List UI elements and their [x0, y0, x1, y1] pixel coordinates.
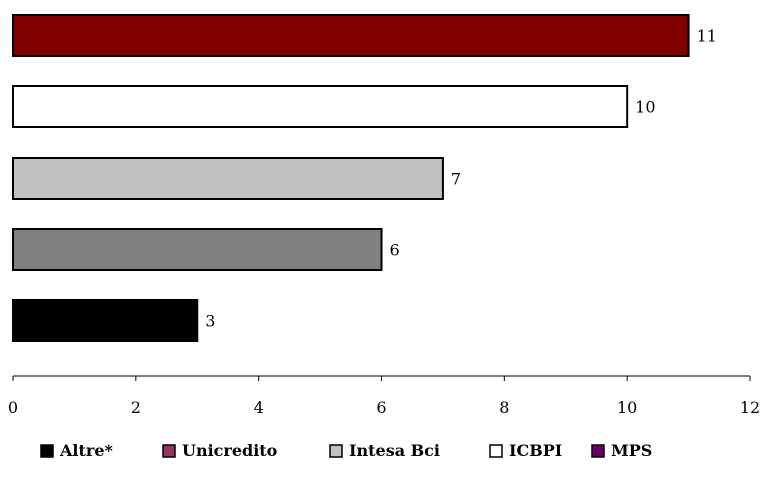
legend-item-altre: Altre*: [40, 441, 113, 460]
bar-intesa-bci: [12, 157, 444, 200]
bar-altre: [12, 299, 199, 342]
x-tick-label: 12: [740, 398, 760, 417]
legend-item-mps: MPS: [591, 441, 652, 460]
x-tick-label: 4: [254, 398, 264, 417]
x-axis: 0 2 4 6 8 10 12: [8, 375, 760, 417]
legend-label: MPS: [611, 441, 652, 460]
data-label-altre: 3: [205, 312, 215, 331]
legend-label: Intesa Bci: [349, 441, 440, 460]
x-tick-label: 10: [617, 398, 637, 417]
legend-item-intesa-bci: Intesa Bci: [329, 441, 440, 460]
legend-item-unicredito: Unicredito: [162, 441, 278, 460]
data-label-unicredito: 11: [697, 27, 717, 46]
bar-icbpi: [12, 85, 629, 128]
bar-unicredito: [12, 14, 690, 57]
data-label-intesa-bci: 7: [451, 170, 461, 189]
legend-swatch: [40, 444, 54, 458]
x-tick-label: 0: [8, 398, 18, 417]
bars-layer: 11 10 7 6 3: [12, 14, 717, 342]
legend-swatch: [162, 444, 176, 458]
legend-swatch: [489, 444, 503, 458]
bar-mps: [12, 228, 383, 271]
data-label-icbpi: 10: [635, 98, 655, 117]
legend: Altre* Unicredito Intesa Bci ICBPI MPS: [40, 441, 652, 460]
x-tick-label: 2: [131, 398, 141, 417]
x-tick-label: 6: [376, 398, 386, 417]
legend-label: Unicredito: [182, 441, 278, 460]
x-tick-label: 8: [499, 398, 509, 417]
legend-label: Altre*: [59, 441, 113, 460]
legend-swatch: [329, 444, 343, 458]
legend-item-icbpi: ICBPI: [489, 441, 562, 460]
legend-label: ICBPI: [509, 441, 562, 460]
data-label-mps: 6: [390, 241, 400, 260]
legend-swatch: [591, 444, 605, 458]
